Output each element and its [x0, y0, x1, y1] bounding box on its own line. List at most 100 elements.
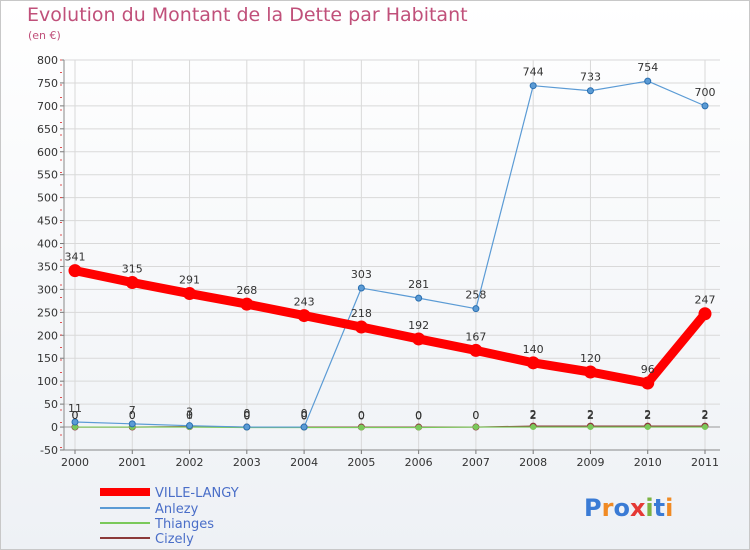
x-tick-label: 2004: [290, 456, 318, 469]
x-tick-label: 2008: [519, 456, 547, 469]
data-label: 2: [530, 408, 537, 421]
data-label: 140: [523, 343, 544, 356]
y-tick-label: 0: [51, 421, 58, 434]
data-label: 2: [644, 408, 651, 421]
y-tick-label: 800: [37, 54, 58, 67]
data-label: 0: [415, 409, 422, 422]
x-tick-label: 2005: [347, 456, 375, 469]
y-tick-label: 300: [37, 283, 58, 296]
data-label: 291: [179, 274, 200, 287]
data-label: 0: [472, 409, 479, 422]
data-label: 0: [243, 410, 250, 423]
data-point: [586, 87, 594, 95]
series-line-ville-langy: [74, 266, 709, 388]
x-tick-label: 2002: [176, 456, 204, 469]
data-point: [358, 424, 365, 431]
data-point: [529, 82, 537, 90]
data-point: [125, 276, 139, 290]
data-label: 247: [695, 294, 716, 307]
y-tick-label: 500: [37, 192, 58, 205]
data-point: [297, 309, 311, 323]
y-tick-label: 100: [37, 375, 58, 388]
data-point: [644, 77, 652, 85]
data-point: [412, 332, 426, 346]
data-label: 0: [186, 409, 193, 422]
data-label: 7: [129, 404, 136, 417]
y-tick-label: 700: [37, 100, 58, 113]
data-point: [587, 424, 594, 431]
y-tick-label: 400: [37, 238, 58, 251]
x-tick-label: 2006: [405, 456, 433, 469]
data-point: [415, 294, 423, 302]
legend-label: Anlezy: [155, 502, 199, 517]
watermark-logo: Proxiti: [584, 494, 673, 522]
data-point: [183, 287, 197, 301]
data-label: 1: [186, 409, 193, 422]
data-label: 0: [72, 409, 79, 422]
data-point: [583, 365, 597, 379]
data-label: 0: [415, 410, 422, 423]
data-label: 0: [129, 409, 136, 422]
data-point: [644, 424, 651, 431]
data-label: 2: [702, 409, 709, 422]
data-label: 2: [587, 408, 594, 421]
data-point: [472, 424, 479, 431]
data-label: 0: [72, 409, 79, 422]
data-label: 192: [408, 319, 429, 332]
data-point: [526, 356, 540, 370]
data-point: [702, 424, 708, 431]
data-label: 120: [580, 352, 601, 365]
data-label: 0: [301, 409, 308, 422]
x-tick-label: 2001: [118, 456, 146, 469]
x-tick-label: 2007: [462, 456, 490, 469]
data-label: 0: [243, 407, 250, 420]
y-tick-label: 50: [44, 398, 58, 411]
data-label: 744: [523, 66, 544, 79]
y-tick-label: 550: [37, 169, 58, 182]
data-label: 268: [236, 284, 257, 297]
data-label: 700: [695, 86, 716, 99]
x-tick-label: 2010: [634, 456, 662, 469]
data-point: [243, 423, 251, 431]
y-tick-label: 200: [37, 329, 58, 342]
y-tick-label: 650: [37, 123, 58, 136]
data-label: 3: [186, 406, 193, 419]
data-point: [472, 305, 480, 313]
y-tick-label: 750: [37, 77, 58, 90]
data-label: 0: [472, 409, 479, 422]
data-label: 258: [465, 289, 486, 302]
legend-label: Cizely: [155, 532, 194, 547]
y-tick-label: 250: [37, 306, 58, 319]
data-label: 243: [294, 296, 315, 309]
y-tick-label: 150: [37, 352, 58, 365]
data-point: [240, 297, 254, 311]
data-point: [415, 424, 422, 431]
data-label: 0: [301, 407, 308, 420]
data-label: 315: [122, 263, 143, 276]
data-label: 0: [129, 409, 136, 422]
data-label: 2: [587, 409, 594, 422]
data-label: 281: [408, 278, 429, 291]
x-tick-label: 2009: [576, 456, 604, 469]
data-point: [357, 284, 365, 292]
data-point: [641, 376, 655, 390]
data-label: 0: [358, 410, 365, 423]
x-tick-label: 2000: [61, 456, 89, 469]
data-point: [186, 422, 194, 430]
data-label: 341: [65, 251, 86, 264]
data-point: [300, 423, 308, 431]
chart-subtitle: (en €): [28, 29, 61, 42]
data-label: 2: [530, 409, 537, 422]
data-point: [530, 424, 537, 431]
data-label: 2: [702, 408, 709, 421]
data-label: 0: [358, 409, 365, 422]
data-point: [71, 418, 79, 426]
x-tick-label: 2003: [233, 456, 261, 469]
y-tick-label: -50: [40, 444, 58, 457]
data-label: 167: [465, 330, 486, 343]
data-label: 754: [637, 61, 658, 74]
data-label: 303: [351, 268, 372, 281]
data-point: [128, 420, 136, 428]
